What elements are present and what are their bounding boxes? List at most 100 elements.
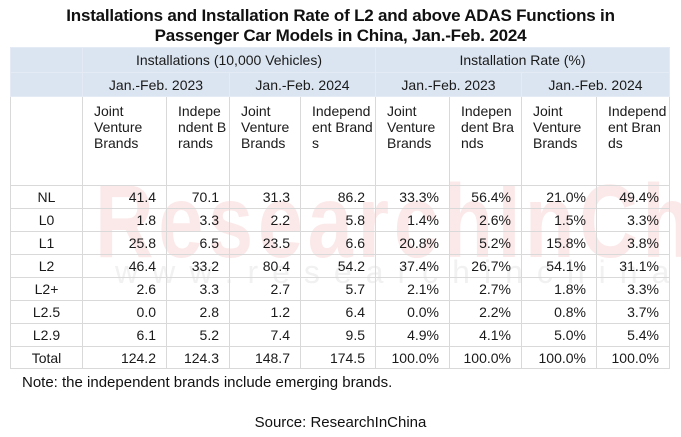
- table-cell: 100.0%: [375, 346, 450, 369]
- table-cell: 56.4%: [449, 185, 522, 209]
- table-cell: 3.3: [166, 277, 230, 301]
- table-cell: 33.2: [166, 254, 230, 278]
- table-cell: 37.4%: [375, 254, 450, 278]
- table-cell: 2.7: [229, 277, 301, 301]
- header-row-periods: Jan.-Feb. 2023 Jan.-Feb. 2024 Jan.-Feb. …: [10, 72, 670, 97]
- table-cell: 3.8%: [596, 231, 670, 255]
- table-cell: 148.7: [229, 346, 301, 369]
- header-column: Independent Brands: [449, 96, 522, 186]
- table-cell: 6.5: [166, 231, 230, 255]
- table-cell: 3.7%: [596, 300, 670, 324]
- table-row: L2+ 2.6 3.3 2.7 5.7 2.1% 2.7% 1.8% 3.3%: [10, 277, 670, 301]
- table-cell: 2.8: [166, 300, 230, 324]
- table-cell: 1.8: [82, 208, 167, 232]
- header-corner: [10, 96, 83, 186]
- table-cell: 0.0%: [375, 300, 450, 324]
- table-cell: 1.4%: [375, 208, 450, 232]
- table-cell: 1.2: [229, 300, 301, 324]
- source-label: Source: ResearchInChina: [254, 414, 427, 431]
- chart-title-line-2: Passenger Car Models in China, Jan.-Feb.…: [154, 26, 527, 45]
- table-cell: 100.0%: [449, 346, 522, 369]
- table-cell: 31.3: [229, 185, 301, 209]
- table-cell: 86.2: [300, 185, 376, 209]
- header-period: Jan.-Feb. 2023: [375, 72, 522, 97]
- header-column: Joint Venture Brands: [82, 96, 167, 186]
- table-cell: 3.3%: [596, 208, 670, 232]
- table-row: Total 124.2 124.3 148.7 174.5 100.0% 100.0% 100…: [10, 346, 670, 369]
- table-cell: 2.6%: [449, 208, 522, 232]
- header-column: Joint Venture Brands: [521, 96, 597, 186]
- table-cell: 5.4%: [596, 323, 670, 347]
- table-cell: 4.1%: [449, 323, 522, 347]
- row-label: L2: [10, 254, 83, 278]
- header-row-brands: Joint Venture Brands Independent Brands …: [10, 96, 670, 186]
- chart-title-line-1: Installations and Installation Rate of L…: [66, 6, 615, 25]
- header-column: Independent Brands: [300, 96, 376, 186]
- table-cell: 3.3%: [596, 277, 670, 301]
- table-cell: 124.2: [82, 346, 167, 369]
- header-period: Jan.-Feb. 2023: [82, 72, 230, 97]
- table-cell: 0.8%: [521, 300, 597, 324]
- table-cell: 3.3: [166, 208, 230, 232]
- table-cell: 21.0%: [521, 185, 597, 209]
- header-period: Jan.-Feb. 2024: [229, 72, 376, 97]
- table-cell: 5.2%: [449, 231, 522, 255]
- table-cell: 4.9%: [375, 323, 450, 347]
- table-cell: 70.1: [166, 185, 230, 209]
- row-label: L0: [10, 208, 83, 232]
- table-cell: 25.8: [82, 231, 167, 255]
- table-note: Note: the independent brands include eme…: [22, 374, 393, 391]
- header-corner: [10, 72, 83, 97]
- data-table: Installations (10,000 Vehicles) Installa…: [10, 47, 670, 369]
- header-column: Joint Venture Brands: [375, 96, 450, 186]
- row-label: NL: [10, 185, 83, 209]
- row-label: L1: [10, 231, 83, 255]
- table-cell: 9.5: [300, 323, 376, 347]
- table-cell: 80.4: [229, 254, 301, 278]
- table-cell: 2.6: [82, 277, 167, 301]
- table-cell: 5.7: [300, 277, 376, 301]
- table-cell: 5.8: [300, 208, 376, 232]
- table-cell: 1.8%: [521, 277, 597, 301]
- table-cell: 174.5: [300, 346, 376, 369]
- table-cell: 6.6: [300, 231, 376, 255]
- table-cell: 100.0%: [596, 346, 670, 369]
- table-cell: 100.0%: [521, 346, 597, 369]
- table-cell: 23.5: [229, 231, 301, 255]
- row-label: L2.9: [10, 323, 83, 347]
- chart-title: Installations and Installation Rate of L…: [0, 6, 681, 46]
- table-cell: 0.0: [82, 300, 167, 324]
- header-column: Independent Brands: [166, 96, 230, 186]
- table-cell: 5.0%: [521, 323, 597, 347]
- table-cell: 49.4%: [596, 185, 670, 209]
- table-row: L2.9 6.1 5.2 7.4 9.5 4.9% 4.1% 5.0% 5.4%: [10, 323, 670, 347]
- header-column: Independent Brands: [596, 96, 670, 186]
- table-cell: 5.2: [166, 323, 230, 347]
- table-cell: 2.2%: [449, 300, 522, 324]
- table-cell: 1.5%: [521, 208, 597, 232]
- table-cell: 46.4: [82, 254, 167, 278]
- table-cell: 41.4: [82, 185, 167, 209]
- table-cell: 31.1%: [596, 254, 670, 278]
- table-row: NL 41.4 70.1 31.3 86.2 33.3% 56.4% 21.0% 49.4%: [10, 185, 670, 209]
- table-row: L1 25.8 6.5 23.5 6.6 20.8% 5.2% 15.8% 3.8%: [10, 231, 670, 255]
- table-cell: 124.3: [166, 346, 230, 369]
- table-cell: 54.2: [300, 254, 376, 278]
- header-group-rate: Installation Rate (%): [375, 47, 670, 73]
- header-period: Jan.-Feb. 2024: [521, 72, 670, 97]
- table-cell: 15.8%: [521, 231, 597, 255]
- table-cell: 54.1%: [521, 254, 597, 278]
- header-row-groups: Installations (10,000 Vehicles) Installa…: [10, 47, 670, 73]
- table-cell: 6.1: [82, 323, 167, 347]
- header-column: Joint Venture Brands: [229, 96, 301, 186]
- table-cell: 26.7%: [449, 254, 522, 278]
- table-row: L2.5 0.0 2.8 1.2 6.4 0.0% 2.2% 0.8% 3.7%: [10, 300, 670, 324]
- table-cell: 20.8%: [375, 231, 450, 255]
- header-corner: [10, 47, 83, 73]
- table-cell: 2.2: [229, 208, 301, 232]
- table-cell: 7.4: [229, 323, 301, 347]
- table-cell: 2.1%: [375, 277, 450, 301]
- header-group-installations: Installations (10,000 Vehicles): [82, 47, 376, 73]
- table-row: L0 1.8 3.3 2.2 5.8 1.4% 2.6% 1.5% 3.3%: [10, 208, 670, 232]
- table-row: L2 46.4 33.2 80.4 54.2 37.4% 26.7% 54.1% 31.1%: [10, 254, 670, 278]
